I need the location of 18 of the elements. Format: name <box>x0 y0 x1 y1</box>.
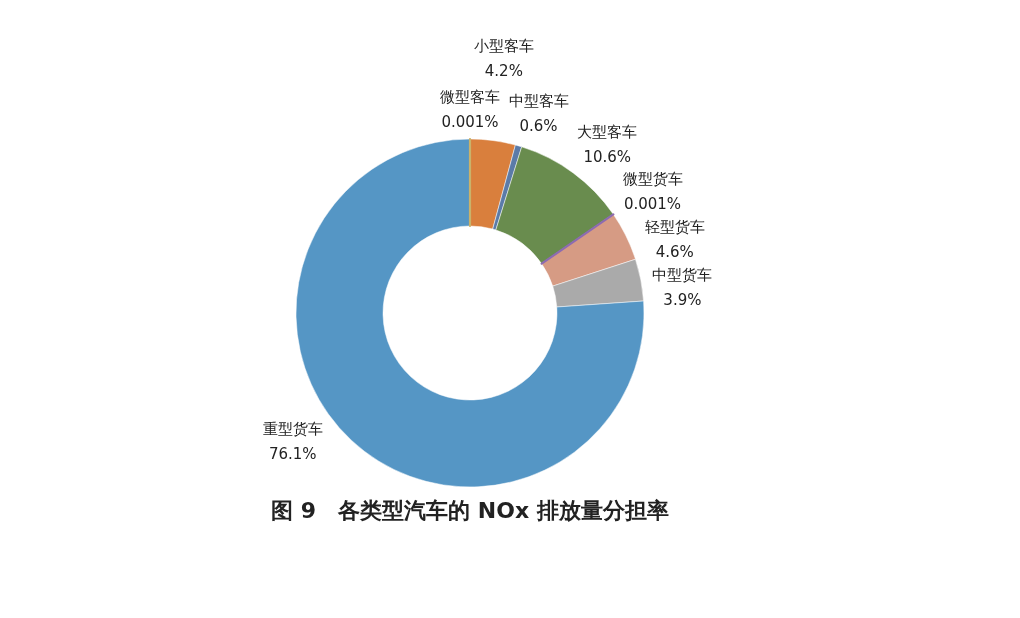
data-label: 4.2% <box>484 61 523 80</box>
slice-label: 轻型货车 <box>644 217 705 236</box>
slice-label: 中型货车 <box>652 265 713 284</box>
slice-label: 大型客车 <box>577 122 638 141</box>
slice-label: 重型货车 <box>262 420 323 439</box>
text: 图 9 各类型汽车的 NOx 排放量分担率 <box>271 498 669 523</box>
slice-label: 小型客车 <box>473 36 534 55</box>
data-label: 0.001% <box>623 195 682 214</box>
slice-label: 中型客车 <box>508 91 569 110</box>
data-label: 0.6% <box>519 116 558 135</box>
data-label: 0.001% <box>441 112 499 131</box>
slice-label: 微型客车 <box>440 87 501 106</box>
donut-slice <box>540 213 615 265</box>
slice-label: 微型货车 <box>622 170 683 189</box>
data-label: 10.6% <box>583 147 632 166</box>
data-label: 4.6% <box>655 242 694 261</box>
data-label: 3.9% <box>663 290 702 309</box>
data-label: 76.1% <box>268 445 317 464</box>
